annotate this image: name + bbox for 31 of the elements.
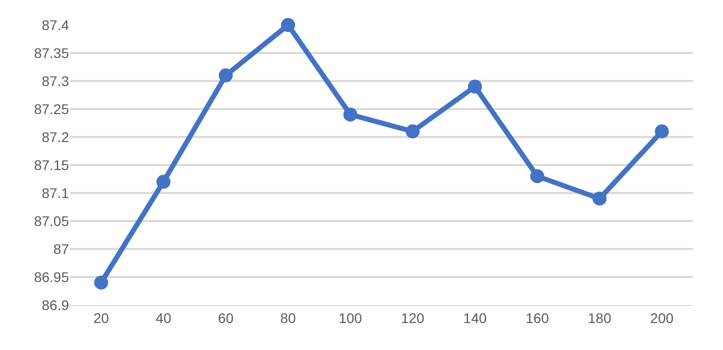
point (156, 174, 170, 189)
x-tick-label: 20 (93, 310, 110, 326)
x-tick-label: 180 (588, 310, 612, 326)
point (592, 192, 607, 206)
x-tick-label: 140 (463, 310, 487, 326)
y-tick-label: 87.05 (34, 212, 70, 229)
y-tick-label: 87.1 (42, 184, 70, 201)
y-tick-label: 86.9 (42, 296, 70, 313)
y-tick-label: 87 (53, 240, 70, 257)
y-tick-label: 87.3 (42, 72, 70, 89)
x-tick-label: 160 (526, 310, 550, 326)
y-tick-label: 87.15 (34, 156, 70, 173)
point (654, 124, 669, 138)
x-tick-label: 120 (400, 310, 425, 326)
x-tick-label: 100 (338, 310, 362, 326)
x-tick-label: 200 (650, 310, 674, 326)
x-tick-label: 80 (280, 310, 296, 326)
point (281, 18, 296, 32)
point (530, 169, 544, 184)
y-tick-label: 87.2 (42, 128, 70, 145)
y-tick-label: 86.95 (34, 268, 70, 285)
point (406, 124, 420, 138)
y-tick-label: 87.35 (34, 44, 70, 61)
x-tick-label: 40 (156, 310, 172, 326)
point (343, 108, 358, 122)
y-tick-label: 87.25 (34, 100, 70, 117)
point (468, 80, 482, 94)
point (218, 68, 233, 82)
x-tick-label: 60 (218, 310, 234, 326)
y-tick-label: 87.4 (42, 16, 70, 33)
point (94, 276, 108, 290)
